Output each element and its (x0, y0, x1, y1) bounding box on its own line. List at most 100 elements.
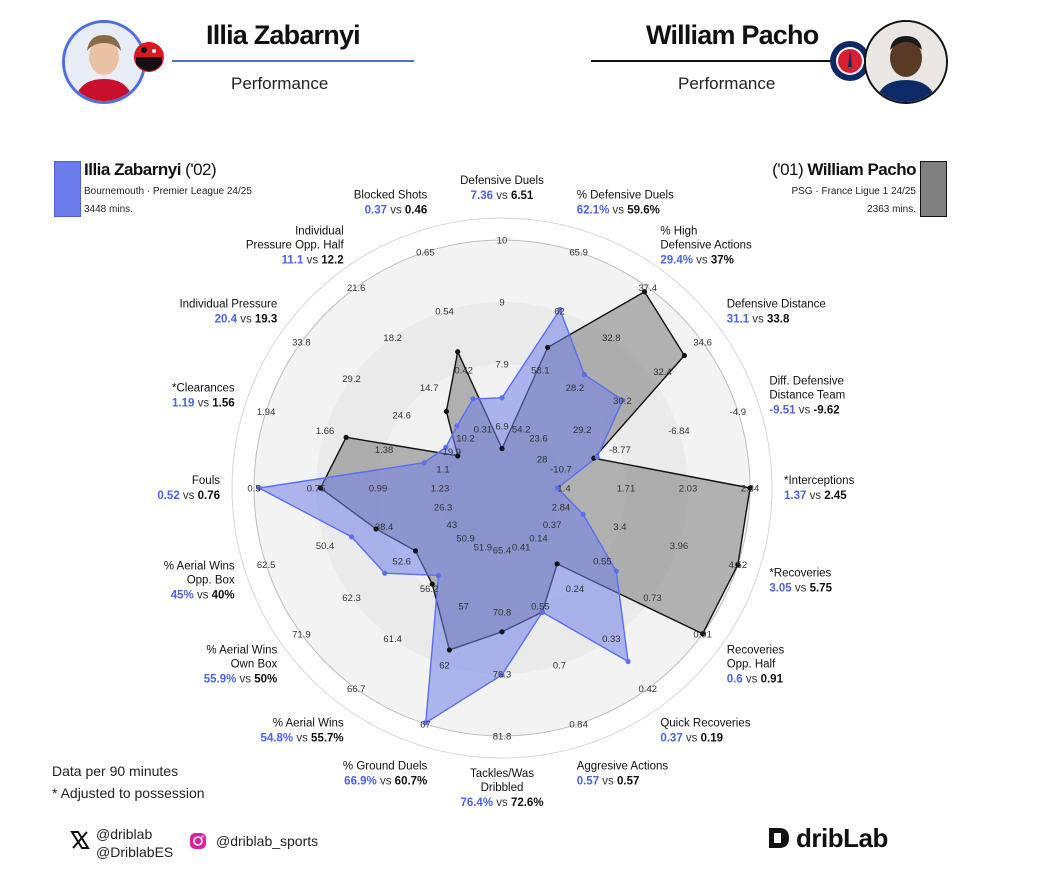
tick-label: 0.42 (454, 366, 473, 377)
player1-point-16 (421, 460, 427, 466)
tick-label: 2.84 (552, 503, 571, 514)
tick-label: 32.4 (653, 367, 672, 378)
tick-label: 52.6 (392, 556, 411, 567)
player1-value: 1.37 (784, 490, 806, 502)
axis-value: 54.8% vs 55.7% (261, 733, 344, 745)
tick-label: 0.54 (435, 307, 454, 318)
x-handle-1[interactable]: @driblab (96, 826, 153, 842)
player1-point-7 (613, 568, 619, 574)
player2-header-name: William Pacho (646, 20, 819, 50)
player1-avatar (62, 20, 146, 104)
player2-point-7 (700, 631, 706, 637)
tick-label: 19.9 (443, 447, 462, 458)
axis-value: 1.37 vs 2.45 (784, 490, 847, 502)
tick-label: 29.2 (342, 374, 361, 385)
player2-point-12 (429, 581, 435, 587)
axis-value: 0.57 vs 0.57 (577, 775, 640, 787)
x-logo-icon[interactable] (70, 830, 90, 850)
player1-point-11 (423, 720, 429, 726)
player2-minutes: 2363 mins. (867, 204, 916, 215)
tick-label: 1.71 (617, 484, 636, 495)
player2-point-0 (499, 445, 505, 452)
axis-label: Aggresive Actions (577, 760, 669, 772)
axis-label: Individual (295, 225, 344, 237)
player1-point-2 (581, 371, 587, 378)
tick-label: 37.4 (639, 283, 658, 294)
axis-label: Defensive Distance (727, 299, 826, 311)
vs-label: vs (493, 797, 511, 809)
player2-header-subtitle: Performance (678, 74, 776, 93)
tick-label: 51.9 (474, 542, 493, 553)
instagram-handle[interactable]: @driblab_sports (216, 833, 319, 849)
tick-label: 0.7 (553, 660, 566, 671)
player1-legend-name: Illia Zabarnyi (84, 160, 181, 179)
player1-value: 0.52 (157, 490, 179, 502)
player1-header-subtitle: Performance (231, 74, 329, 93)
player2-value: 0.19 (701, 733, 723, 745)
tick-label: 62.3 (342, 593, 361, 604)
axis-value: 31.1 vs 33.8 (727, 314, 790, 326)
player1-value: 20.4 (215, 314, 238, 326)
player1-point-10 (499, 672, 505, 678)
axis-label: Defensive Duels (460, 175, 544, 187)
radar-outer-border (231, 217, 773, 759)
player2-legend-year: ('01) (772, 160, 804, 179)
vs-label: vs (792, 583, 810, 595)
player1-header-name: Illia Zabarnyi (206, 20, 361, 50)
player1-point-15 (256, 485, 262, 491)
player1-value: 66.9% (344, 775, 377, 787)
player2-point-10 (499, 629, 505, 635)
tick-label: 7.9 (495, 360, 508, 371)
player2-team-league: PSG · France Ligue 1 24/25 (791, 186, 916, 197)
player1-point-6 (580, 511, 586, 517)
note-adjusted: * Adjusted to possession (52, 785, 205, 801)
vs-label: vs (194, 397, 212, 409)
player2-value: 0.46 (405, 205, 427, 217)
tick-label: 0.14 (529, 534, 548, 545)
player2-avatar (864, 20, 948, 104)
player1-value: 7.36 (471, 190, 493, 202)
tick-label: 28.2 (566, 383, 585, 394)
vs-label: vs (743, 673, 761, 685)
player2-legend-title: ('01) William Pacho (772, 160, 916, 180)
tick-label: 34.6 (693, 338, 712, 349)
player2-point-14 (373, 526, 379, 532)
player2-point-5 (747, 485, 753, 491)
vs-label: vs (493, 190, 511, 202)
player1-legend-title: Illia Zabarnyi ('02) (84, 160, 217, 180)
vs-label: vs (236, 673, 254, 685)
player2-point-17 (455, 453, 461, 459)
tick-label: 9 (499, 298, 504, 309)
player1-value: 76.4% (460, 797, 493, 809)
tick-label: 0.37 (543, 520, 562, 531)
player1-point-19 (470, 396, 476, 402)
tick-label: 1.23 (431, 484, 450, 495)
tick-label: 0.91 (693, 629, 712, 640)
player2-value: 2.45 (824, 490, 847, 502)
player1-point-18 (454, 423, 460, 429)
player2-header-underline (591, 60, 867, 62)
vs-label: vs (806, 490, 824, 502)
player1-point-14 (348, 534, 355, 540)
player2-point-16 (343, 434, 349, 440)
player2-point-6 (735, 562, 741, 568)
axis-label: Own Box (231, 658, 278, 670)
x-handle-2[interactable]: @DriblabES (96, 844, 174, 860)
tick-label: 29.2 (573, 425, 592, 436)
tick-label: 10 (497, 236, 508, 247)
player1-value: 29.4% (660, 254, 693, 266)
player2-value: 40% (212, 590, 235, 602)
tick-label: 62 (439, 660, 450, 671)
tick-label: 6.9 (495, 422, 508, 433)
vs-label: vs (609, 205, 627, 217)
axis-value: 0.6 vs 0.91 (727, 673, 784, 685)
instagram-icon[interactable] (189, 832, 207, 850)
tick-label: 38.4 (375, 522, 394, 533)
axis-value: 76.4% vs 72.6% (460, 797, 543, 809)
tick-label: 21.6 (347, 283, 366, 294)
tick-label: -6.84 (668, 426, 690, 437)
vs-label: vs (796, 404, 814, 416)
player1-point-12 (435, 572, 442, 579)
tick-label: 65.9 (569, 248, 588, 259)
axis-label: % Defensive Duels (577, 190, 674, 202)
